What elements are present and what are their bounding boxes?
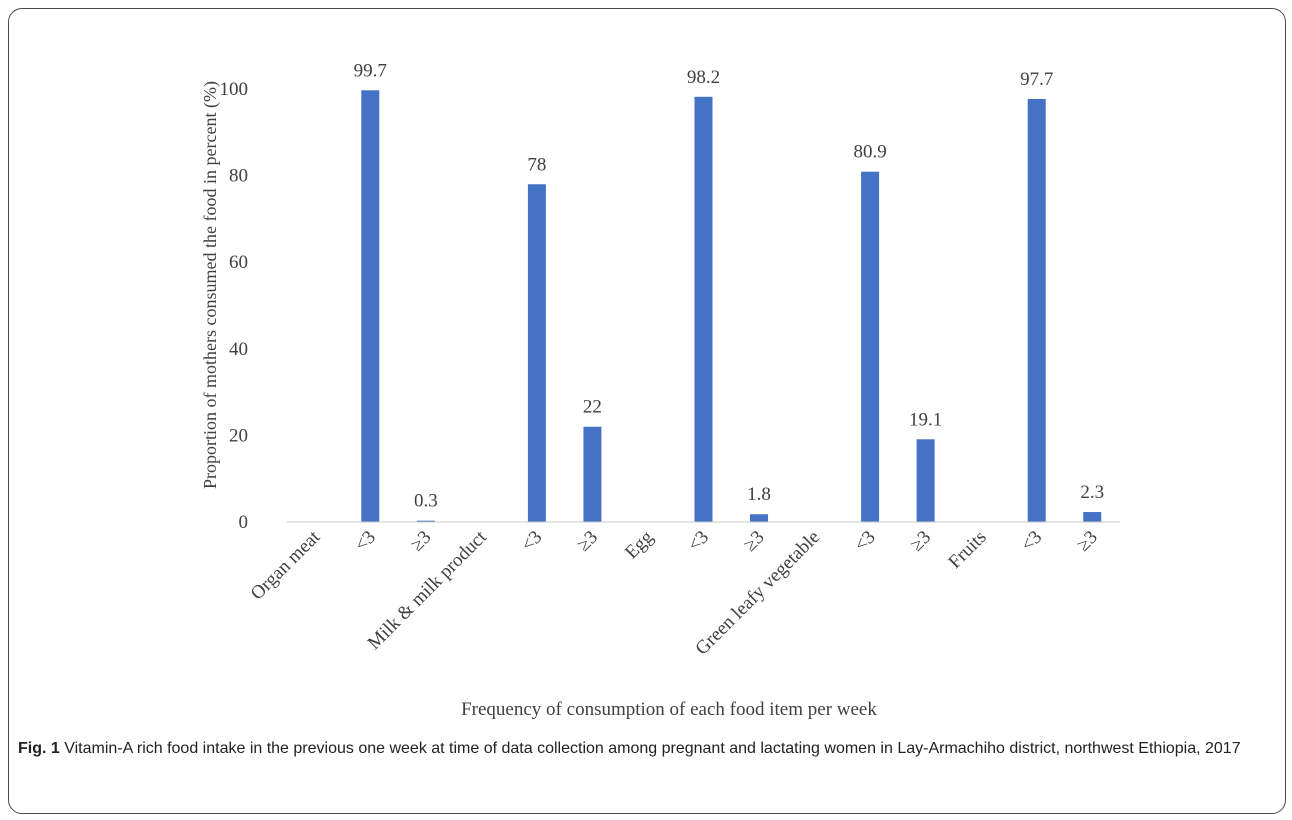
data-label: 99.7 bbox=[354, 60, 387, 81]
figure-caption: Fig. 1 Vitamin-A rich food intake in the… bbox=[18, 737, 1270, 761]
x-tick-label: <3 bbox=[850, 527, 879, 556]
bar bbox=[694, 96, 713, 522]
bar bbox=[361, 90, 380, 522]
y-axis-ticks: 0 20 40 60 80 100 bbox=[220, 79, 249, 533]
y-tick-label: 20 bbox=[229, 425, 248, 446]
data-label: 97.7 bbox=[1020, 69, 1053, 90]
bar bbox=[1027, 98, 1046, 523]
data-label: 2.3 bbox=[1080, 482, 1104, 503]
data-label: 0.3 bbox=[414, 491, 438, 512]
x-tick-label: ≥3 bbox=[1073, 527, 1102, 556]
data-labels: 99.7 0.3 78 22 98.2 1.8 80.9 19.1 97.7 2.3 bbox=[354, 60, 1104, 511]
y-axis-title: Proportion of mothers consumed the food … bbox=[200, 81, 221, 489]
figure-caption-text: Vitamin-A rich food intake in the previo… bbox=[64, 740, 1241, 757]
x-tick-label: <3 bbox=[1017, 527, 1046, 556]
x-tick-label: Fruits bbox=[944, 527, 990, 573]
y-tick-label: 100 bbox=[220, 79, 249, 100]
x-tick-label: ≥3 bbox=[573, 527, 602, 556]
bars bbox=[361, 90, 1102, 523]
data-label: 80.9 bbox=[853, 142, 886, 163]
data-label: 78 bbox=[527, 154, 546, 175]
x-tick-label: Organ meat bbox=[247, 526, 325, 604]
bar bbox=[416, 520, 435, 522]
x-tick-label: <3 bbox=[517, 527, 546, 556]
x-tick-label: ≥3 bbox=[740, 527, 769, 556]
figure-caption-label: Fig. 1 bbox=[18, 740, 60, 757]
y-tick-label: 80 bbox=[229, 166, 248, 187]
data-label: 1.8 bbox=[747, 484, 771, 505]
x-tick-label: <3 bbox=[684, 527, 713, 556]
bar bbox=[861, 171, 880, 522]
x-axis-title: Frequency of consumption of each food it… bbox=[461, 699, 877, 720]
figure-frame bbox=[8, 8, 1286, 814]
x-tick-label: Egg bbox=[621, 526, 658, 563]
y-tick-label: 40 bbox=[229, 339, 248, 360]
bar bbox=[750, 514, 769, 522]
y-tick-label: 60 bbox=[229, 252, 248, 273]
x-tick-label: ≥3 bbox=[906, 527, 935, 556]
bar bbox=[583, 426, 602, 522]
bar bbox=[527, 184, 546, 522]
bar bbox=[1083, 512, 1102, 522]
data-label: 19.1 bbox=[909, 409, 942, 430]
x-tick-label: <3 bbox=[351, 527, 380, 556]
y-tick-label: 0 bbox=[239, 512, 249, 533]
bar bbox=[916, 439, 935, 522]
x-tick-label: ≥3 bbox=[406, 527, 435, 556]
data-label: 22 bbox=[583, 397, 602, 418]
data-label: 98.2 bbox=[687, 67, 720, 88]
